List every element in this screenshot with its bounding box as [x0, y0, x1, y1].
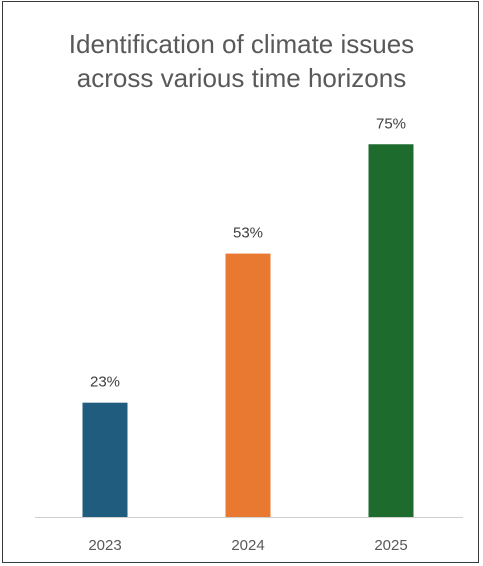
- data-label-2023: 23%: [90, 374, 120, 391]
- data-label-2024: 53%: [233, 225, 263, 242]
- bar-2023: [82, 402, 128, 517]
- data-labels-group: 23% 53% 75%: [90, 115, 406, 390]
- chart-title-line-2: across various time horizons: [76, 63, 407, 93]
- x-tick-label-2024: 2024: [231, 537, 264, 554]
- bars-group: [82, 144, 414, 517]
- x-tick-label-2025: 2025: [374, 537, 407, 554]
- bar-2024: [225, 253, 271, 517]
- x-tick-labels-group: 2023 2024 2025: [88, 537, 407, 554]
- x-tick-label-2023: 2023: [88, 537, 121, 554]
- chart-title-line-1: Identification of climate issues: [68, 29, 415, 59]
- bar-2025: [368, 144, 414, 517]
- chart-title: Identification of climate issues across …: [0, 27, 483, 95]
- data-label-2025: 75%: [376, 115, 406, 132]
